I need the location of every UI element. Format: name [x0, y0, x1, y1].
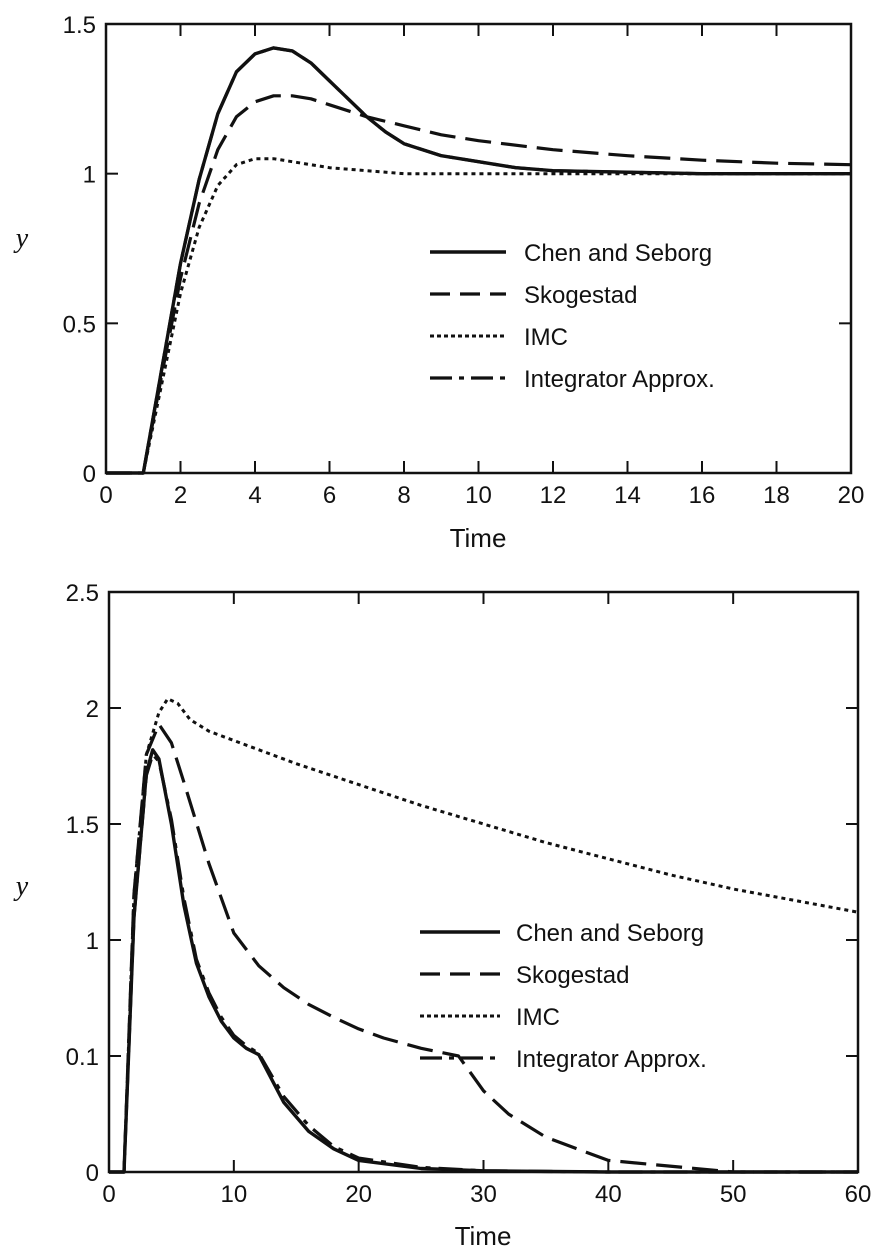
y-tick-label: 1: [83, 162, 96, 189]
x-tick-label: 20: [838, 482, 865, 509]
plot-bottom-ticks: [108, 591, 859, 1173]
x-tick-label: 0: [102, 1181, 115, 1208]
plot-top: 0 2 4 6 8 10 12 14 16 18 20 0 0.5 1 1.5 Time y Chen an…: [13, 12, 865, 553]
x-tick-label: 16: [689, 482, 716, 509]
legend-label: Skogestad: [524, 282, 637, 309]
series-line-3: [109, 752, 858, 1174]
legend-label: Skogestad: [516, 962, 629, 989]
y-tick-label: 0.1: [66, 1044, 99, 1071]
y-tick-label: 1: [86, 928, 99, 955]
plot-top-legend: Chen and Seborg Skogestad IMC Integrator Ap…: [430, 240, 715, 393]
x-tick-label: 20: [345, 1181, 372, 1208]
x-tick-label: 10: [220, 1181, 247, 1208]
plot-bottom-tick-labels: 0 10 20 30 40 50 60 0 0.1 1 1.5 2 2.5: [66, 580, 872, 1208]
x-tick-label: 14: [614, 482, 641, 509]
plot-top-frame: [104, 22, 853, 475]
x-tick-label: 2: [174, 482, 187, 509]
x-tick-label: 50: [720, 1181, 747, 1208]
x-tick-label: 60: [845, 1181, 872, 1208]
legend-label: Chen and Seborg: [516, 920, 704, 947]
legend-label: IMC: [516, 1004, 560, 1031]
x-tick-label: 12: [540, 482, 567, 509]
x-tick-label: 6: [323, 482, 336, 509]
series-line-0: [109, 748, 858, 1174]
y-tick-label: 0: [86, 1160, 99, 1187]
x-tick-label: 40: [595, 1181, 622, 1208]
x-tick-label: 0: [99, 482, 112, 509]
y-tick-label: 2: [86, 696, 99, 723]
plot-bottom-xlabel: Time: [455, 1221, 512, 1251]
series-line-2: [109, 697, 859, 1174]
y-tick-label: 1.5: [66, 812, 99, 839]
legend-label: Integrator Approx.: [524, 366, 715, 393]
plot-top-xlabel: Time: [450, 523, 507, 553]
series-line-2: [106, 157, 851, 475]
plot-bottom-frame: [107, 590, 860, 1174]
plot-top-tick-labels: 0 2 4 6 8 10 12 14 16 18 20 0 0.5 1 1.5: [63, 12, 865, 509]
legend-label: Integrator Approx.: [516, 1046, 707, 1073]
legend-label: IMC: [524, 324, 568, 351]
plot-bottom-ylabel: y: [13, 871, 29, 902]
plot-top-lines: [106, 46, 852, 475]
x-tick-label: 30: [470, 1181, 497, 1208]
legend-label: Chen and Seborg: [524, 240, 712, 267]
x-tick-label: 18: [763, 482, 790, 509]
series-line-1: [106, 94, 852, 475]
plot-top-ticks: [105, 23, 852, 474]
plot-bottom: 0 10 20 30 40 50 60 0 0.1 1 1.5 2 2.5 Time y Chen an…: [13, 580, 872, 1251]
series-line-1: [109, 722, 858, 1174]
y-tick-label: 0: [83, 461, 96, 488]
x-tick-label: 4: [248, 482, 261, 509]
series-line-3: [106, 46, 851, 475]
x-tick-label: 10: [465, 482, 492, 509]
plot-bottom-lines: [109, 697, 859, 1174]
plot-top-ylabel: y: [13, 223, 29, 254]
y-tick-label: 2.5: [66, 580, 99, 607]
x-tick-label: 8: [397, 482, 410, 509]
y-tick-label: 1.5: [63, 12, 96, 39]
y-tick-label: 0.5: [63, 311, 96, 338]
plot-bottom-legend: Chen and Seborg Skogestad IMC Integrator Ap…: [420, 920, 707, 1073]
